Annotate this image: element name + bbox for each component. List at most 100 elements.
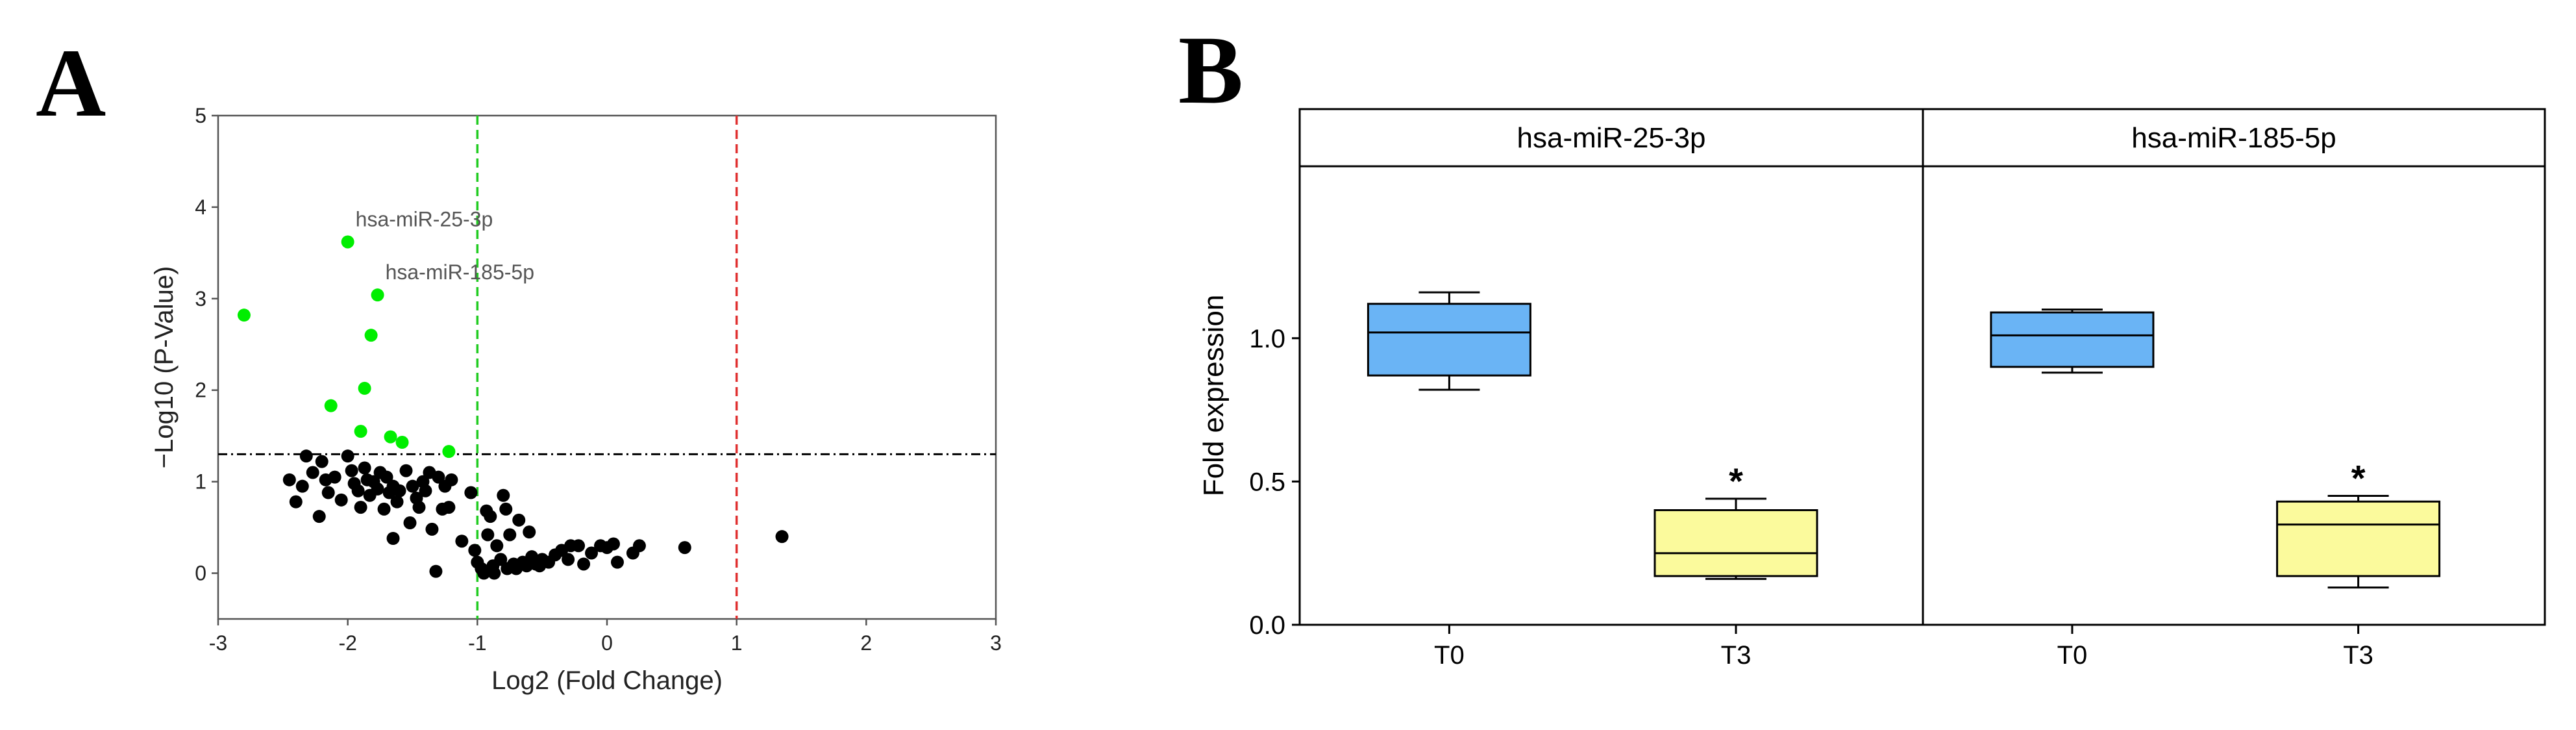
data-point (371, 288, 384, 302)
data-point (289, 495, 303, 509)
box (1367, 303, 1531, 377)
x-tick-label: 2 (860, 631, 872, 655)
data-point (562, 553, 575, 566)
data-point (399, 464, 413, 477)
x-tick-label: T0 (1434, 641, 1465, 670)
data-point (497, 488, 510, 502)
y-tick-label: 5 (195, 104, 206, 127)
y-tick-label: 0.0 (1249, 611, 1285, 640)
x-tick-label: 3 (990, 631, 1002, 655)
facet-panel (1922, 165, 2546, 626)
data-point (432, 470, 445, 484)
data-point (364, 329, 378, 342)
data-point (488, 566, 501, 580)
data-point (577, 557, 591, 571)
data-point (324, 399, 338, 412)
facet-panel (1298, 165, 1924, 626)
x-tick-label: T0 (2057, 641, 2088, 670)
facet-header (1922, 108, 2546, 168)
data-point (334, 493, 348, 507)
data-point (406, 479, 419, 493)
data-point (295, 479, 309, 493)
data-point (315, 455, 328, 468)
x-tick-label: -3 (209, 631, 227, 655)
data-point (503, 528, 517, 542)
x-tick-label: -1 (468, 631, 486, 655)
box (1653, 509, 1818, 577)
data-point (345, 464, 358, 477)
data-point (403, 516, 417, 530)
significance-star: * (2351, 457, 2366, 498)
data-point (419, 484, 432, 497)
data-point (445, 473, 458, 486)
data-point (237, 308, 251, 322)
point-annotation: hsa-miR-25-3p (356, 207, 493, 231)
x-tick-label: T3 (2343, 641, 2373, 670)
data-point (390, 495, 404, 509)
data-point (481, 528, 495, 542)
data-point (477, 566, 491, 580)
data-point (442, 501, 456, 514)
facet-title: hsa-miR-25-3p (1517, 122, 1706, 154)
data-point (499, 502, 513, 516)
y-tick-label: 0 (195, 562, 206, 585)
data-point (351, 484, 365, 497)
data-point (358, 381, 371, 395)
facet-title: hsa-miR-185-5p (2131, 122, 2336, 154)
data-point (585, 546, 599, 560)
data-point (442, 445, 456, 459)
facet-header (1298, 108, 1924, 168)
y-tick-label: 2 (195, 379, 206, 402)
data-point (341, 449, 354, 463)
point-annotation: hsa-miR-185-5p (386, 260, 534, 284)
y-tick-label: 1.0 (1249, 325, 1285, 353)
data-point (380, 470, 393, 484)
data-point (412, 501, 426, 514)
data-point (484, 510, 497, 523)
data-point (386, 532, 400, 545)
data-point (354, 425, 367, 438)
data-point (455, 535, 469, 548)
data-point (610, 555, 624, 569)
box-plot: hsa-miR-25-3p hsa-miR-185-5p 0.0 0.5 1.0 Fold… (1198, 108, 2546, 670)
x-tick-label: 1 (731, 631, 743, 655)
data-point (632, 539, 646, 553)
volcano-plot: -3 -2 -1 0 1 2 3 0 1 2 3 4 5 Log2 (Fold Change) −Log10… (150, 104, 1002, 695)
box (1990, 311, 2155, 368)
data-point (371, 482, 384, 496)
data-point (425, 522, 439, 536)
data-point (358, 461, 371, 475)
data-point (341, 235, 354, 249)
data-point (328, 470, 341, 484)
data-point (429, 564, 443, 578)
data-point (321, 486, 335, 499)
data-point (775, 530, 789, 544)
data-point (523, 525, 536, 539)
data-point (312, 510, 326, 523)
data-point (572, 539, 586, 553)
significance-star: * (1729, 460, 1743, 501)
data-point (464, 486, 478, 499)
data-point (377, 502, 391, 516)
y-tick-label: 3 (195, 287, 206, 310)
data-point (490, 539, 504, 553)
y-axis-label: −Log10 (P-Value) (150, 266, 179, 469)
data-point (395, 436, 409, 449)
data-point (393, 484, 406, 497)
panel-b-letter: B (1178, 16, 1243, 124)
data-point (282, 473, 296, 486)
y-axis-label: Fold expression (1198, 295, 1230, 497)
data-point (306, 466, 319, 479)
data-point (678, 541, 691, 555)
panel-a-letter: A (36, 29, 106, 137)
data-point (299, 449, 313, 463)
data-point (384, 430, 397, 444)
box (2276, 500, 2441, 577)
x-tick-label: -2 (338, 631, 356, 655)
y-tick-label: 0.5 (1249, 468, 1285, 496)
x-axis-label: Log2 (Fold Change) (491, 666, 723, 695)
data-point (512, 513, 526, 527)
data-point (468, 544, 482, 557)
data-point (354, 501, 367, 514)
